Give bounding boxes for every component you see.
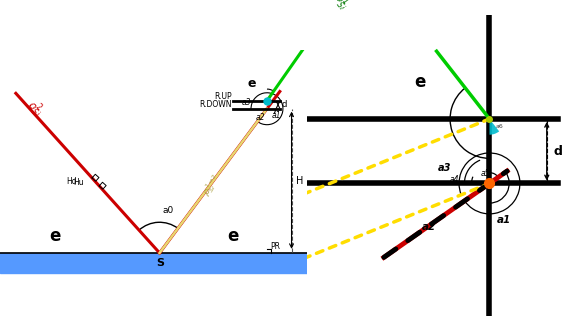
Text: e: e xyxy=(415,73,426,91)
Text: S: S xyxy=(156,259,164,268)
Text: a6: a6 xyxy=(495,123,503,128)
Text: a2: a2 xyxy=(422,222,436,232)
Text: a1: a1 xyxy=(497,215,511,225)
Text: a1: a1 xyxy=(272,111,281,120)
Text: a: a xyxy=(486,118,489,123)
Text: PR: PR xyxy=(270,242,281,251)
Text: e: e xyxy=(49,227,60,245)
Text: a2: a2 xyxy=(256,113,265,122)
Text: a5: a5 xyxy=(481,169,490,178)
Text: H: H xyxy=(296,176,303,186)
Text: R.DOWN: R.DOWN xyxy=(200,100,232,109)
Text: d: d xyxy=(554,145,563,158)
Text: a4: a4 xyxy=(450,175,460,184)
Text: $\rho_{Si}^{1\rightarrow2}$: $\rho_{Si}^{1\rightarrow2}$ xyxy=(199,171,225,199)
Text: a0: a0 xyxy=(163,206,174,215)
Text: a3: a3 xyxy=(438,163,451,172)
Text: Hu: Hu xyxy=(74,178,84,187)
Text: $\rho_{Si}^{2}$: $\rho_{Si}^{2}$ xyxy=(21,96,47,121)
Bar xyxy=(0,253,307,273)
Text: e: e xyxy=(247,77,256,90)
Text: a3: a3 xyxy=(241,98,251,107)
Text: $\rho_{Si}^{1}$: $\rho_{Si}^{1}$ xyxy=(328,0,353,13)
Text: e: e xyxy=(227,227,239,245)
Text: d: d xyxy=(282,100,287,109)
Wedge shape xyxy=(489,119,499,135)
Text: R.UP: R.UP xyxy=(214,92,232,101)
Text: Hd: Hd xyxy=(66,177,77,186)
